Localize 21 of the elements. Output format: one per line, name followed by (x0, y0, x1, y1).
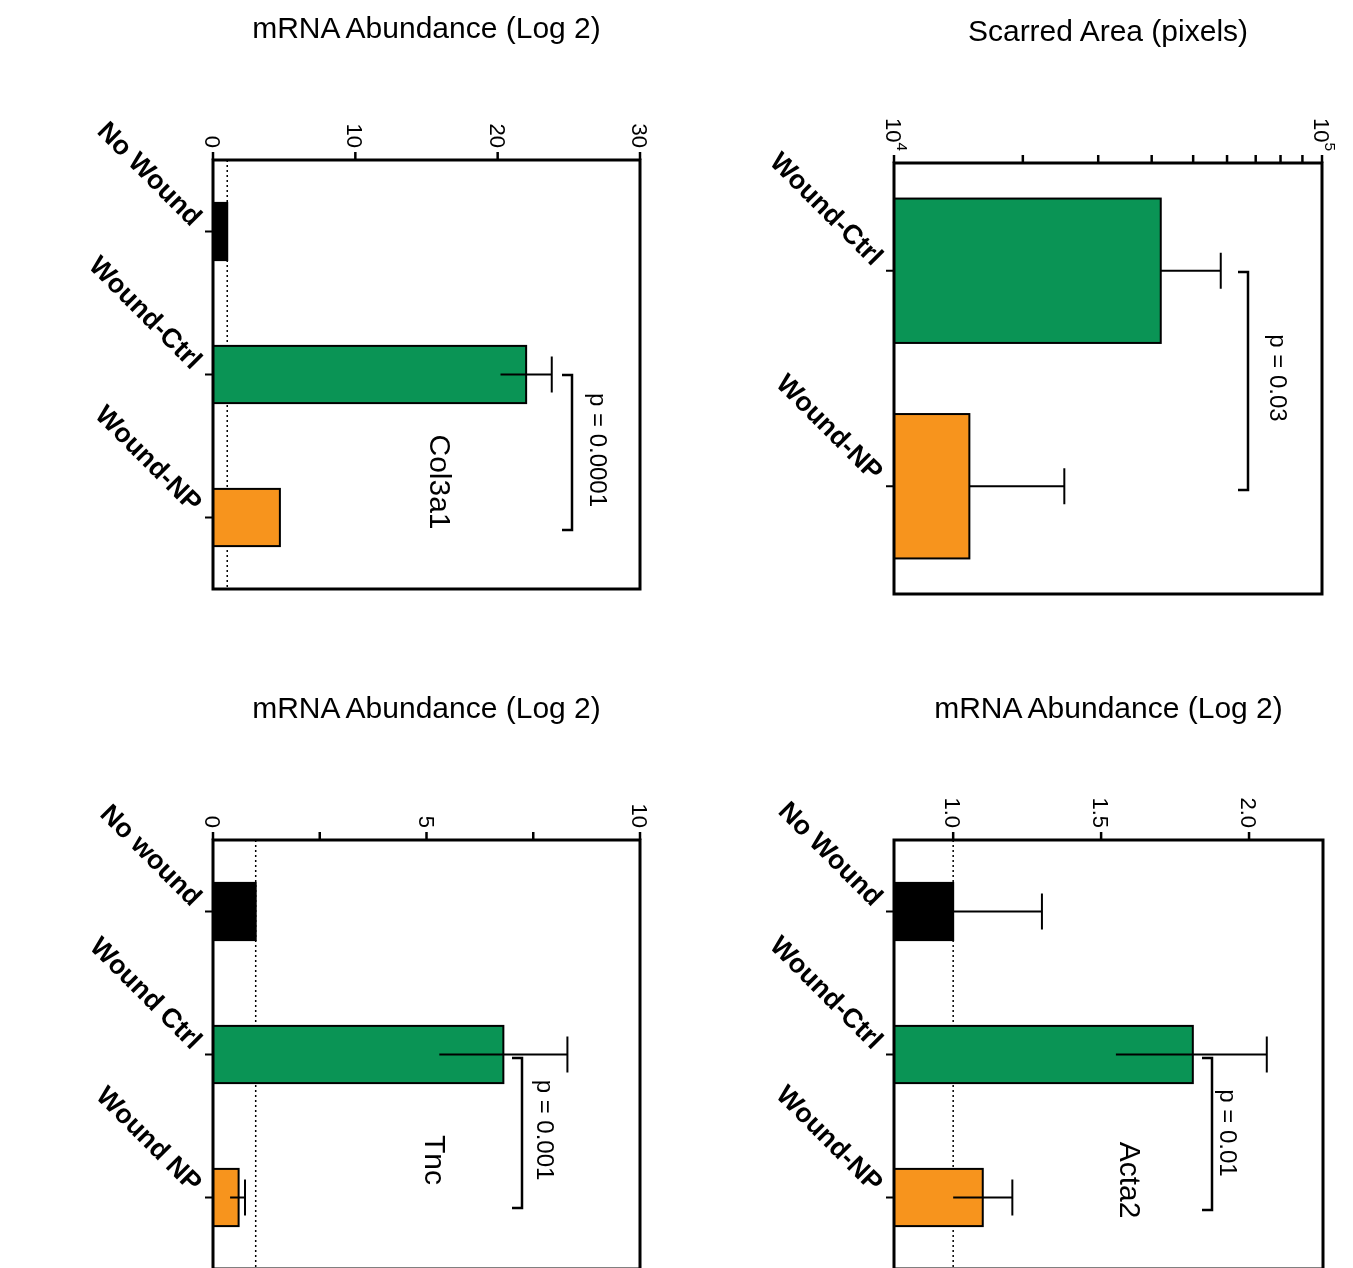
x-axis-title: mRNA Abundance (Log 2) (934, 691, 1283, 724)
x-tick-label: 10 (342, 123, 368, 148)
x-axis-title: mRNA Abundance (Log 2) (252, 691, 601, 724)
x-tick-label: 0 (200, 815, 226, 828)
x-tick-label: 10 (627, 803, 653, 828)
x-tick-label: 30 (627, 123, 653, 148)
x-tick-label: 1.5 (1088, 797, 1114, 828)
x-tick-label: 5 (414, 815, 439, 828)
annotation: Col3a1 (423, 434, 457, 530)
annotation: p = 0.0001 (584, 392, 612, 508)
x-tick-label: 2.0 (1236, 797, 1262, 828)
x-tick-label: 20 (485, 123, 511, 148)
x-axis-title: mRNA Abundance (Log 2) (252, 11, 601, 44)
annotation: p = 0.03 (1264, 334, 1292, 422)
x-tick-label: 1.0 (940, 797, 966, 828)
annotation: p = 0.001 (531, 1079, 559, 1181)
x-tick-label: 0 (200, 135, 226, 148)
annotation: Tnc (418, 1134, 452, 1186)
annotation: Acta2 (1113, 1141, 1147, 1219)
x-axis-title: Scarred Area (pixels) (967, 14, 1249, 47)
annotation: p = 0.01 (1214, 1089, 1242, 1177)
